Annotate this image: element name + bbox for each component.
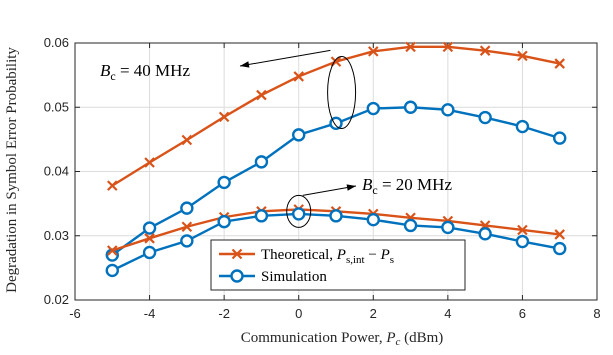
legend-box: [210, 239, 466, 291]
y-tick-label: 0.05: [44, 99, 69, 114]
data-point: [144, 233, 155, 244]
data-point: [441, 220, 455, 235]
data-point: [403, 100, 418, 114]
data-point: [554, 229, 565, 240]
data-point: [478, 227, 492, 241]
x-tick-label: -6: [69, 306, 81, 321]
data-point: [517, 50, 528, 62]
data-point: [292, 207, 306, 221]
tick-labels: -6 -4 -2 0 2 4 6 8 0.02 0.03 0.04 0.05 0.06: [44, 35, 601, 321]
y-tick-label: 0.06: [44, 35, 69, 50]
y-tick-label: 0.04: [44, 164, 69, 179]
data-point: [292, 128, 306, 142]
data-point: [254, 209, 269, 223]
data-point: [515, 119, 530, 134]
data-point: [366, 212, 380, 227]
data-point: [366, 101, 380, 116]
data-point: [254, 155, 269, 169]
data-point: [293, 71, 304, 82]
data-point: [181, 221, 193, 233]
data-point: [478, 110, 492, 125]
ellipse-40mhz: [327, 55, 357, 129]
data-point: [515, 234, 530, 249]
data-point: [405, 41, 416, 53]
legend-label: Simulation: [261, 269, 327, 285]
data-point: [144, 157, 155, 168]
legend-entry: Simulation: [219, 269, 327, 285]
series-3: [105, 207, 567, 278]
data-point: [553, 131, 567, 145]
series-0: [107, 41, 565, 191]
data-point: [554, 58, 565, 69]
legend-entry: Theoretical, Ps,int − Ps: [219, 247, 394, 266]
data-point: [181, 134, 193, 146]
annotation-20mhz: Bc = 20 MHz: [362, 175, 452, 197]
data-point: [217, 175, 231, 190]
legend-marker: [231, 248, 243, 260]
legend: Theoretical, Ps,int − Ps Simulation: [210, 239, 466, 291]
data-point: [107, 180, 118, 191]
legend-marker: [230, 269, 244, 283]
data-point: [479, 45, 491, 56]
data-point: [107, 245, 118, 256]
x-tick-label: -4: [144, 306, 156, 321]
ellipse-20mhz: [286, 194, 312, 228]
y-axis-label: Degradation in Symbol Error Probability: [4, 47, 20, 293]
x-tick-label: 0: [295, 306, 302, 321]
annotation-40mhz: Bc = 40 MHz: [100, 61, 190, 83]
data-point: [180, 234, 194, 248]
x-tick-label: 6: [519, 306, 526, 321]
arrow-20mhz: [302, 184, 357, 196]
x-tick-label: 4: [444, 306, 451, 321]
data-point: [442, 41, 454, 53]
series-layer: [105, 41, 567, 278]
x-tick-label: 2: [370, 306, 377, 321]
x-tick-label: 8: [593, 306, 600, 321]
data-point: [368, 46, 379, 57]
data-point: [142, 245, 157, 260]
data-point: [517, 224, 528, 236]
arrow-40mhz: [239, 49, 331, 68]
y-tick-label: 0.03: [44, 228, 69, 243]
data-point: [329, 209, 343, 223]
data-point: [256, 89, 267, 101]
annotations: Bc = 40 MHz Bc = 20 MHz: [100, 49, 452, 228]
data-point: [403, 218, 418, 233]
data-point: [218, 111, 230, 123]
y-tick-label: 0.02: [44, 292, 69, 307]
axes: [74, 42, 598, 301]
data-point: [180, 201, 194, 215]
series-1: [105, 100, 567, 262]
data-point: [553, 241, 567, 256]
legend-label: Theoretical, Ps,int − Ps: [261, 247, 394, 266]
x-tick-label: -2: [218, 306, 230, 321]
data-point: [217, 214, 231, 229]
data-point: [105, 263, 119, 278]
data-point: [142, 221, 157, 235]
x-axis-label: Communication Power, Pc (dBm): [241, 330, 444, 348]
data-point: [441, 103, 455, 117]
